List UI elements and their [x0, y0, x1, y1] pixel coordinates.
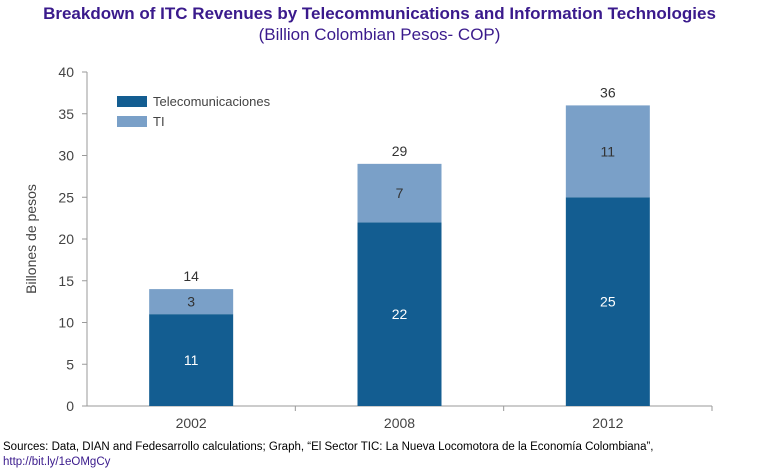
- legend-label: TI: [153, 114, 165, 129]
- legend-label: Telecomunicaciones: [153, 94, 271, 109]
- bar-value-label: 22: [392, 306, 408, 322]
- y-tick-label: 25: [58, 189, 74, 205]
- footer: Sources: Data, DIAN and Fedesarrollo cal…: [3, 440, 654, 470]
- y-tick-label: 10: [58, 315, 74, 331]
- y-axis-label: Billones de pesos: [23, 184, 39, 294]
- bar-value-label: 25: [600, 294, 616, 310]
- bar-value-label: 3: [187, 294, 195, 310]
- bar-telecom: [565, 197, 650, 406]
- bar-total-label: 29: [392, 143, 408, 159]
- y-tick-label: 30: [58, 148, 74, 164]
- bar-value-label: 11: [601, 143, 616, 159]
- legend-swatch: [117, 96, 147, 107]
- y-tick-label: 20: [58, 231, 74, 247]
- bar-total-label: 14: [183, 268, 199, 284]
- x-tick-label: 2002: [176, 415, 207, 431]
- sources-note: Sources: Data, DIAN and Fedesarrollo cal…: [3, 441, 654, 453]
- y-tick-label: 35: [58, 106, 74, 122]
- source-link[interactable]: http://bit.ly/1eOMgCy: [3, 456, 111, 468]
- y-tick-label: 0: [66, 398, 74, 414]
- bar-ti: [149, 289, 234, 315]
- x-tick-label: 2008: [384, 415, 415, 431]
- bar-ti: [357, 163, 442, 223]
- bar-telecom: [357, 222, 442, 406]
- bar-value-label: 11: [184, 352, 199, 368]
- chart-title: Breakdown of ITC Revenues by Telecommuni…: [43, 4, 716, 23]
- y-tick-label: 40: [58, 64, 74, 80]
- bar-value-label: 7: [396, 185, 404, 201]
- legend-swatch: [117, 116, 147, 127]
- chart-subtitle: (Billion Colombian Pesos- COP): [258, 25, 501, 44]
- y-tick-label: 15: [58, 273, 74, 289]
- bar-telecom: [149, 314, 234, 406]
- y-tick-label: 5: [66, 356, 74, 372]
- bar-total-label: 36: [600, 84, 616, 100]
- x-tick-label: 2012: [592, 415, 623, 431]
- bar-ti: [565, 105, 650, 198]
